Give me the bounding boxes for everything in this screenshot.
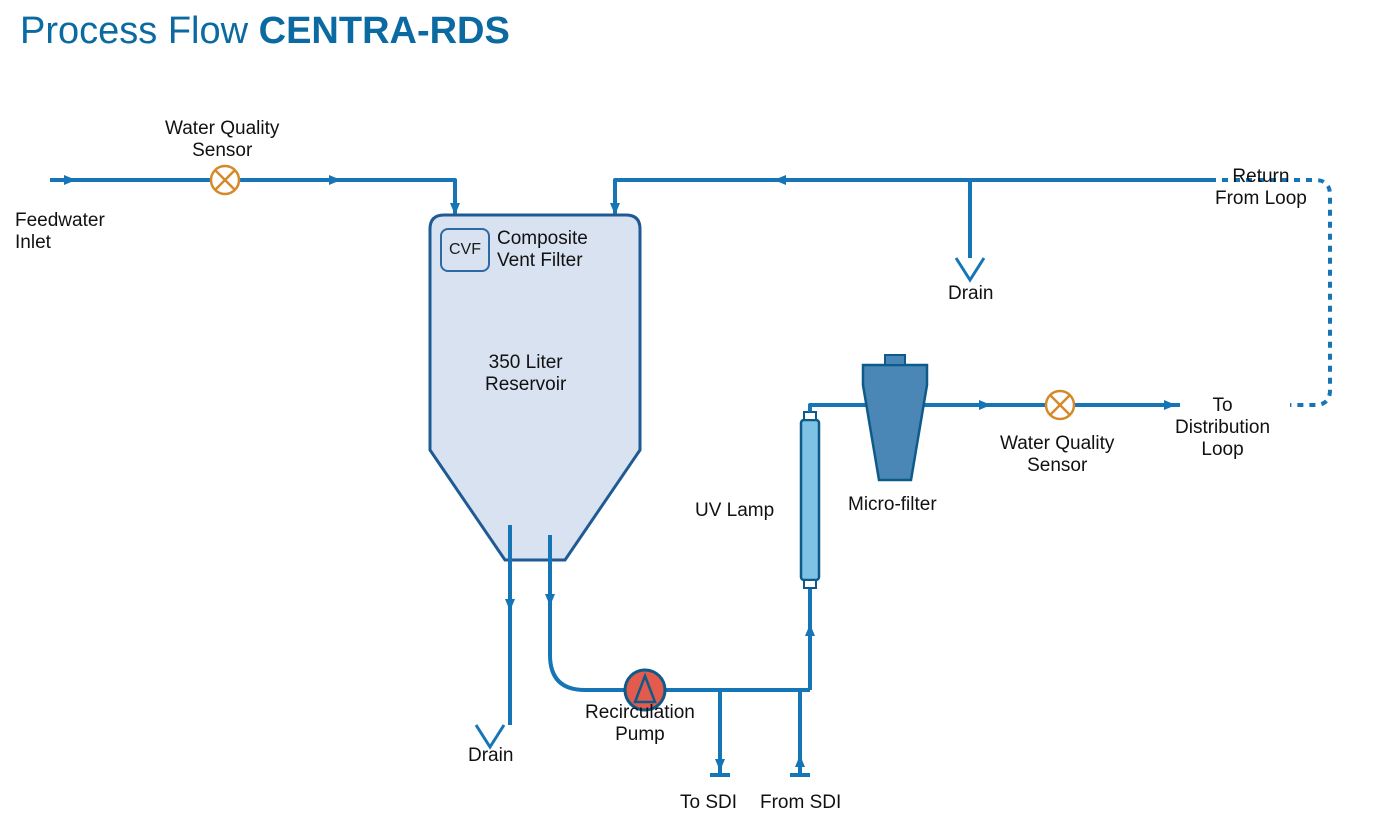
label-cvf: CompositeVent Filter xyxy=(497,228,588,272)
label-uv: UV Lamp xyxy=(695,500,774,522)
label-wqs2: Water QualitySensor xyxy=(1000,433,1114,477)
label-reservoir: 350 LiterReservoir xyxy=(485,352,566,396)
label-feedwater: FeedwaterInlet xyxy=(15,210,105,254)
label-to-dist: ToDistributionLoop xyxy=(1175,395,1270,461)
cvf-badge: CVF xyxy=(440,228,490,272)
label-microfilter: Micro-filter xyxy=(848,494,937,516)
label-drain-bottom: Drain xyxy=(468,745,513,767)
label-to-sdi: To SDI xyxy=(680,792,737,814)
label-return: ReturnFrom Loop xyxy=(1215,166,1307,210)
label-drain-top: Drain xyxy=(948,283,993,305)
label-pump: RecirculationPump xyxy=(585,702,695,746)
label-wqs1: Water QualitySensor xyxy=(165,118,279,162)
label-from-sdi: From SDI xyxy=(760,792,841,814)
